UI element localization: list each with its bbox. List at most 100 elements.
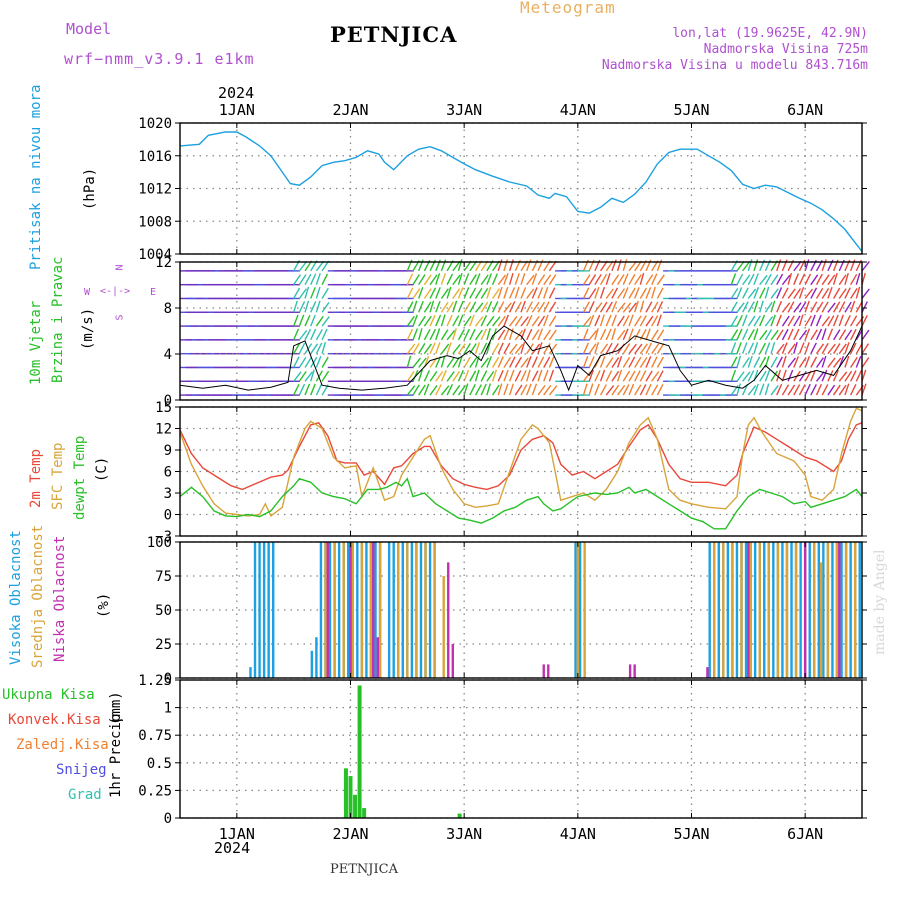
wind-barb [509, 316, 518, 327]
wind-barb [486, 328, 491, 341]
wind-barb [440, 329, 449, 341]
wind-barb [827, 357, 836, 368]
wind-barb [798, 342, 805, 354]
wind-barb [599, 314, 605, 327]
cloud-mid-label: Srednja Oblacnost [30, 524, 46, 668]
wind-barb [406, 355, 412, 368]
wind-barb [764, 383, 770, 396]
y-tick-label: 4 [164, 347, 172, 363]
wind-barb [503, 314, 509, 327]
wind-barb [531, 301, 540, 313]
wind-barb [645, 301, 653, 313]
compass-east: E [150, 287, 157, 298]
wind-barb [474, 316, 484, 327]
wind-barb [310, 383, 316, 396]
wind-barb [838, 384, 847, 396]
wind-barb [520, 370, 527, 382]
wind-barb [759, 356, 767, 368]
wind-barb [730, 315, 738, 327]
wind-barb [588, 343, 597, 355]
wind-barb [753, 273, 759, 285]
y-tick-label: 1008 [138, 214, 172, 230]
wind-barb [537, 274, 546, 286]
wind-barb [639, 343, 648, 355]
wind-barb [832, 301, 841, 313]
wind-barb [651, 384, 659, 396]
y-tick-label: 25 [155, 637, 172, 653]
wind-barb [315, 370, 323, 382]
wind-barb [452, 315, 460, 327]
wind-barb [457, 259, 463, 272]
wind-barb [423, 274, 432, 286]
wind-barb [520, 341, 526, 354]
wind-barb [594, 370, 601, 382]
wind-barb [651, 286, 656, 299]
wind-barb [810, 342, 817, 354]
wind-barb [753, 383, 759, 396]
wind-barb [446, 342, 452, 354]
wind-barb [832, 343, 841, 355]
wind-barb [622, 328, 629, 341]
bar-cloud_low [542, 664, 545, 678]
wind-barb [537, 328, 544, 341]
bar-cloud_high [753, 542, 757, 678]
y-tick-label: 3 [164, 486, 172, 502]
wind-barb [787, 272, 793, 285]
wind-barb [622, 302, 632, 313]
wind-barb [418, 357, 427, 368]
wind-barb [622, 343, 631, 355]
wind-barb [861, 343, 870, 355]
x-tick-label: 1JAN [219, 825, 255, 843]
bar-cloud_high [267, 542, 270, 678]
wind-barb [810, 314, 816, 327]
wind-barb [605, 273, 611, 285]
wind-barb [776, 300, 783, 313]
wind-barb [469, 314, 475, 327]
wind-barb [781, 328, 789, 341]
wind-barb [656, 287, 664, 299]
wind-barb [497, 301, 505, 313]
bar-cloud_high [735, 542, 739, 678]
wind-barb [446, 301, 454, 313]
wind-barb [616, 355, 623, 368]
wind-barb [838, 288, 847, 299]
wind-barb [736, 328, 743, 341]
wind-barb [634, 356, 642, 368]
wind-barb [742, 287, 749, 299]
cloud-low-label: Niska Oblacnost [52, 535, 68, 662]
bar-cloud_high [272, 542, 275, 678]
wind-barb [781, 274, 791, 286]
wind-barb [656, 370, 664, 382]
bar-cloud_mid [351, 542, 354, 678]
model-label: Model [66, 20, 112, 38]
wind-barb [753, 315, 761, 327]
wind-barb [753, 287, 760, 299]
wind-barb [730, 342, 737, 354]
wind-barb [810, 356, 818, 368]
wind-barb [492, 288, 501, 299]
wind-barb [423, 301, 432, 313]
wind-barb [423, 383, 430, 396]
wind-barb [406, 370, 415, 382]
coords-label: lon,lat (19.9625E, 42.9N) [672, 26, 868, 41]
wind-barb [634, 328, 641, 341]
wind-barb [315, 300, 321, 313]
wind-barb [480, 357, 490, 368]
wind-barb [645, 274, 654, 286]
wind-barb [514, 370, 522, 382]
wind-barb [469, 328, 476, 341]
wind-barb [304, 356, 312, 368]
bar-cloud_high [328, 542, 332, 678]
wind-barb [844, 383, 850, 396]
wind-barb [810, 301, 818, 313]
wind-barb [628, 302, 637, 313]
series-line-sfc_temp [179, 407, 863, 517]
bar-cloud_mid [415, 542, 418, 678]
wind-barb [469, 384, 476, 396]
wind-barb [588, 274, 597, 286]
wind-barb [850, 370, 857, 382]
panel-pressure: 1004 1008 1012 1016 1020 1JAN 2JAN 3JAN 4JAN 5JAN… [138, 101, 867, 263]
wind-barb [548, 274, 557, 286]
wind-barb [611, 384, 620, 396]
wind-barb [435, 384, 442, 396]
